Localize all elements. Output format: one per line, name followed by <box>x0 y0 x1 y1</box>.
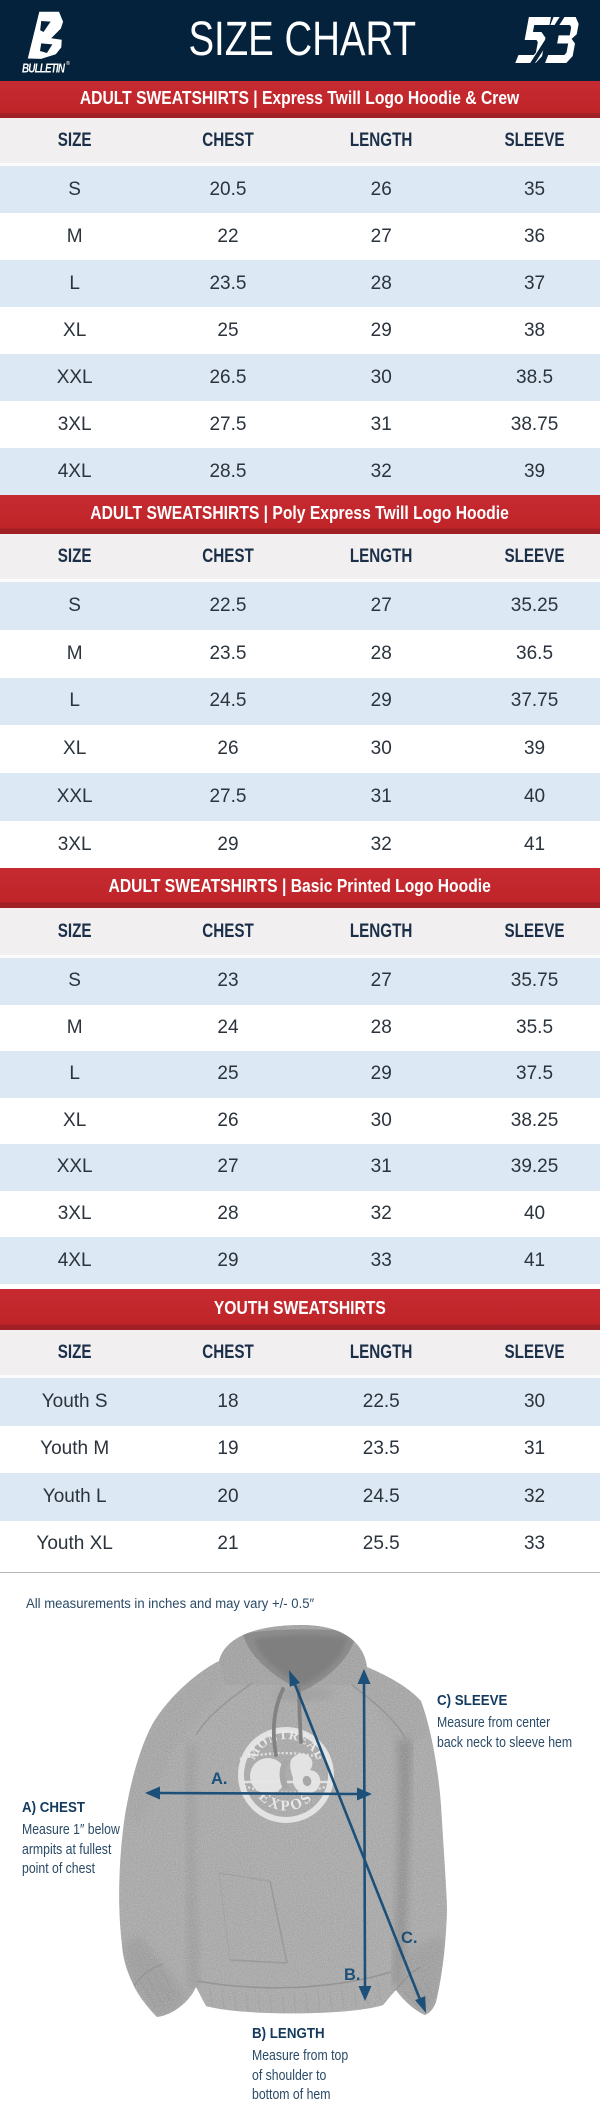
svg-text:®: ® <box>66 60 70 67</box>
svg-text:BULLETIN: BULLETIN <box>22 62 66 75</box>
svg-text:C.: C. <box>401 1929 418 1947</box>
svg-text:B.: B. <box>344 1966 361 1984</box>
svg-text:A.: A. <box>211 1770 228 1788</box>
